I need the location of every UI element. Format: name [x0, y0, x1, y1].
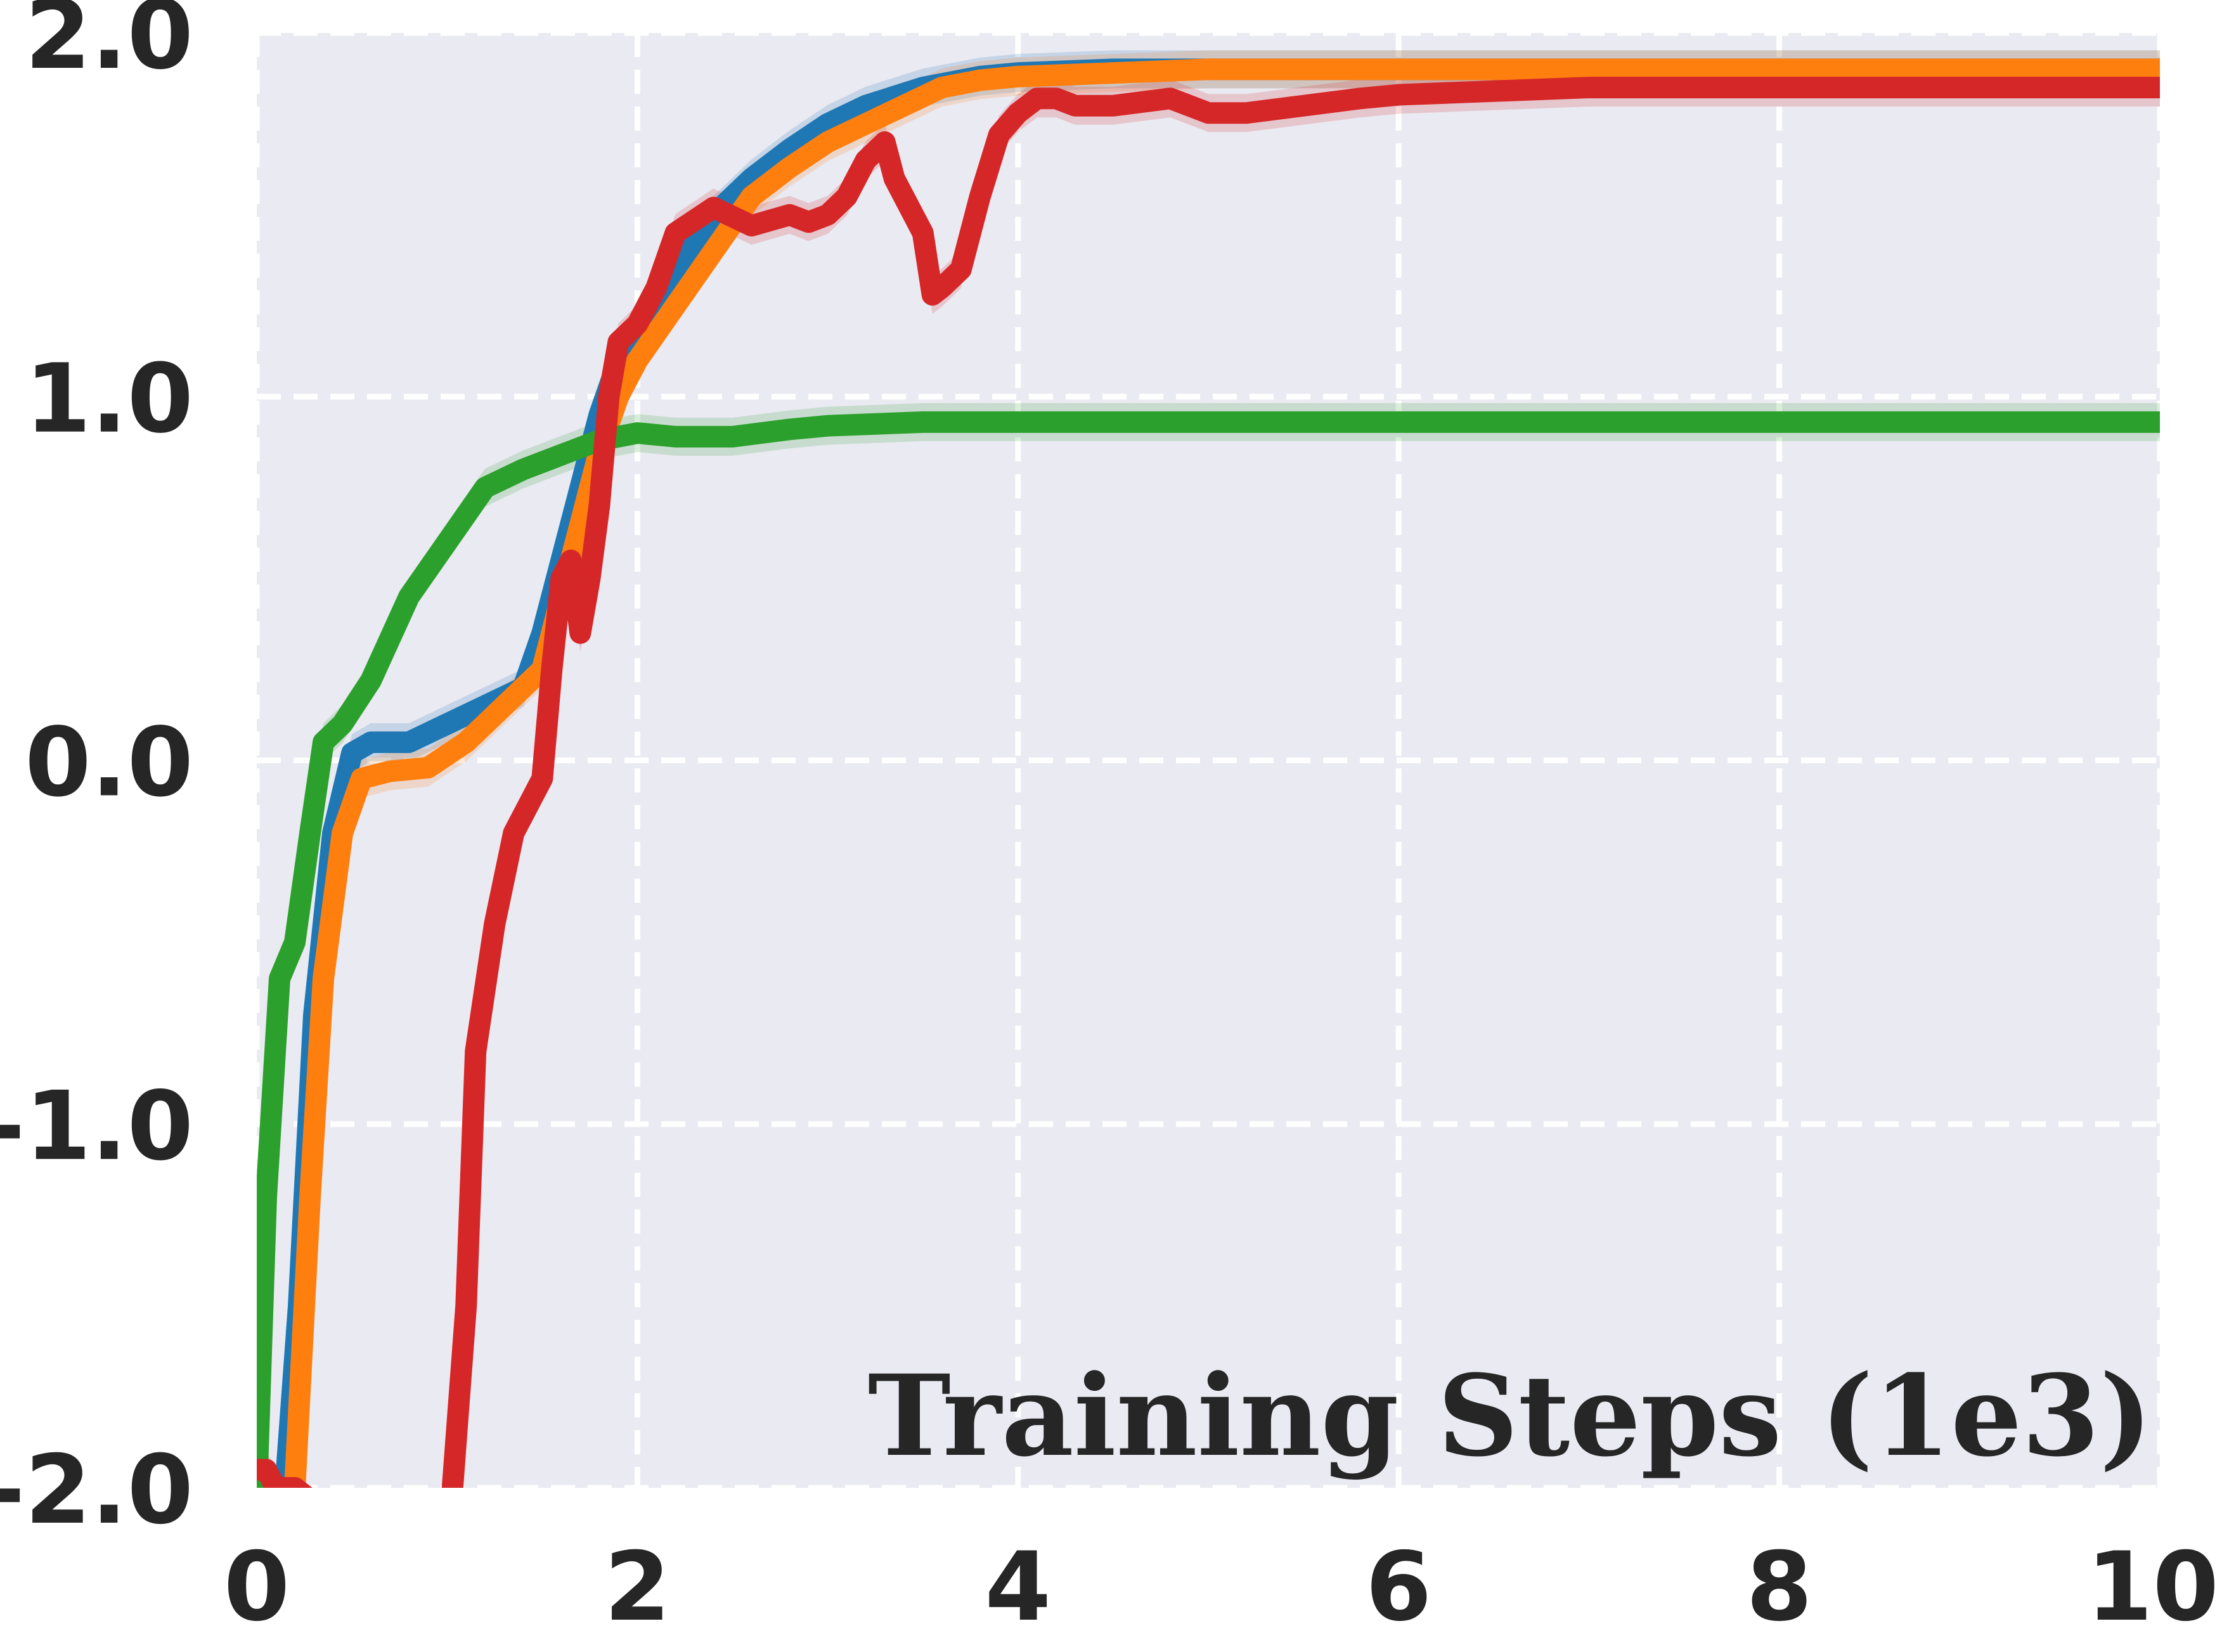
series-lines [257, 58, 2160, 1488]
y-tick-label: 0.0 [25, 708, 193, 818]
x-tick-label: 10 [2086, 1532, 2219, 1642]
x-axis-title: Training Steps (1e3) [868, 1350, 2152, 1481]
y-tick-labels: -2.0 -1.0 0.0 1.0 2.0 [0, 0, 193, 1546]
series-3-line [257, 411, 2160, 1488]
y-tick-label: 2.0 [25, 0, 193, 91]
grid-lines [254, 30, 2163, 1491]
x-tick-label: 6 [1366, 1532, 1431, 1642]
y-tick-label: 1.0 [25, 344, 193, 455]
x-tick-label: 8 [1746, 1532, 1812, 1642]
y-tick-label: -1.0 [0, 1071, 193, 1182]
x-tick-label: 0 [224, 1532, 290, 1642]
series-4-line [257, 77, 2160, 1488]
x-tick-label: 2 [604, 1532, 670, 1642]
x-tick-labels: 0 2 4 6 8 10 [224, 1532, 2219, 1642]
x-tick-label: 4 [985, 1532, 1051, 1642]
y-tick-label: -2.0 [0, 1435, 193, 1546]
series-2-line [283, 58, 2160, 1488]
